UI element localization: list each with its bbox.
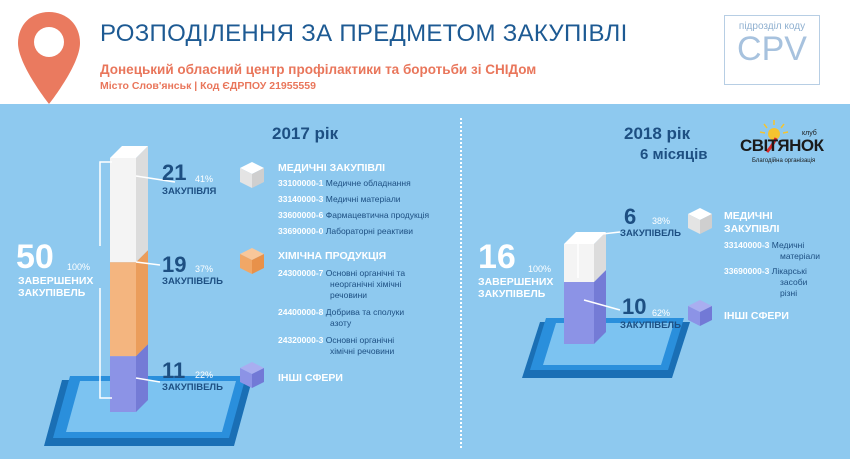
bracket-2017 xyxy=(99,161,112,399)
bar-2018-other-side xyxy=(594,270,606,344)
bar-2017-other-side xyxy=(136,344,148,412)
location-pin-icon xyxy=(18,12,80,104)
code-row: 33690000-0 Лабораторні реактиви xyxy=(278,226,414,236)
code-row-cont: різні xyxy=(780,288,798,298)
code-row-cont: речовини xyxy=(330,290,368,300)
page-title: РОЗПОДІЛЕННЯ ЗА ПРЕДМЕТОМ ЗАКУПІВЛІ xyxy=(100,20,628,47)
code-row-cont: хімічні речовини xyxy=(330,346,395,356)
segment-medical-value: 21 xyxy=(162,160,187,185)
total-2017-pct: 100% xyxy=(67,262,91,272)
total-2017-label-2: ЗАКУПІВЕЛЬ xyxy=(18,287,86,299)
total-2018-pct: 100% xyxy=(528,264,552,274)
segment-other-value: 11 xyxy=(162,358,186,383)
organization-name: Донецький обласний центр профілактики та… xyxy=(100,62,537,77)
svitanok-logo: СВІТЯНОК клуб Благодійна організація xyxy=(740,118,824,174)
code-row: 33140000-3 Медичні xyxy=(724,240,805,250)
code-row: 24400000-8 Добрива та сполуки xyxy=(278,307,405,317)
code-row-cont: азоту xyxy=(330,318,352,328)
total-2017-value: 50 xyxy=(16,238,54,276)
category-medical-title: МЕДИЧНІ ЗАКУПІВЛІ xyxy=(278,162,386,174)
total-2018-value: 16 xyxy=(478,238,516,276)
segment-medical-label: ЗАКУПІВЛЯ xyxy=(162,186,217,197)
logo-tagline: Благодійна організація xyxy=(752,158,816,164)
cpv-label: підрозділ коду xyxy=(738,21,806,32)
bar-2017-medical-side xyxy=(136,146,148,263)
orange-cube-icon xyxy=(240,248,264,274)
bar-2017-chemical-front xyxy=(110,262,136,357)
bar-2017-medical-front xyxy=(110,158,136,263)
bar-2017-chemical-side xyxy=(136,250,148,357)
segment-2018-other-value: 10 xyxy=(622,294,647,319)
segment-other-label: ЗАКУПІВЕЛЬ xyxy=(162,382,223,393)
category-2018-other-title: ІНШІ СФЕРИ xyxy=(724,310,789,322)
segment-chemical-label: ЗАКУПІВЕЛЬ xyxy=(162,276,223,287)
white-cube-icon xyxy=(240,162,264,188)
bar-2018-medical-side xyxy=(594,232,606,282)
segment-2018-medical-label: ЗАКУПІВЕЛЬ xyxy=(620,228,681,239)
code-row: 33690000-3 Лікарські xyxy=(724,266,807,276)
purple-cube-icon xyxy=(240,362,264,388)
code-row-cont: засоби xyxy=(780,277,808,287)
segment-chemical-pct: 37% xyxy=(195,264,214,274)
cpv-badge: підрозділ коду CPV xyxy=(724,15,820,85)
organization-details: Місто Слов'янськ | Код ЄДРПОУ 21955559 xyxy=(100,80,316,92)
code-row-cont: матеріали xyxy=(780,251,820,261)
purple-cube-icon xyxy=(688,300,712,326)
logo-club: клуб xyxy=(802,130,817,137)
code-row-cont: неорганічні хімічні xyxy=(330,279,402,289)
column-2018 xyxy=(564,232,606,344)
segment-2018-medical-value: 6 xyxy=(624,204,637,229)
code-row: 24300000-7 Основні органічні та xyxy=(278,268,406,278)
bar-2017-other-front xyxy=(110,356,136,412)
connectors xyxy=(135,175,621,383)
total-2017-label-1: ЗАВЕРШЕНИХ xyxy=(18,275,94,287)
segment-2018-other-label: ЗАКУПІВЕЛЬ xyxy=(620,320,681,331)
white-cube-icon xyxy=(688,208,712,234)
code-row: 33600000-6 Фармацевтична продукція xyxy=(278,210,430,220)
code-row: 33100000-1 Медичне обладнання xyxy=(278,178,411,188)
total-2018-label-2: ЗАКУПІВЕЛЬ xyxy=(478,288,546,300)
total-2018-label-1: ЗАВЕРШЕНИХ xyxy=(478,276,554,288)
bar-2018-other-front xyxy=(564,282,594,344)
period-2018: 6 місяців xyxy=(640,146,708,163)
bar-2017-medical-top xyxy=(110,146,148,158)
segment-other-pct: 22% xyxy=(195,370,214,380)
cpv-code: CPV xyxy=(737,30,807,68)
year-2018: 2018 рік xyxy=(624,124,691,143)
year-2017: 2017 рік xyxy=(272,124,339,143)
category-2018-medical-title-2: ЗАКУПІВЛІ xyxy=(724,223,780,235)
code-row: 24320000-3 Основні органічні xyxy=(278,335,395,345)
segment-2018-other-pct: 62% xyxy=(652,308,671,318)
logo-name: СВІТЯНОК xyxy=(740,136,824,155)
segment-medical-pct: 41% xyxy=(195,174,214,184)
phone-2017-icon xyxy=(44,376,252,446)
category-chemical-title: ХІМІЧНА ПРОДУКЦІЯ xyxy=(278,250,387,262)
section-divider xyxy=(460,118,462,448)
category-other-title: ІНШІ СФЕРИ xyxy=(278,372,343,384)
column-2017 xyxy=(110,146,148,412)
header: РОЗПОДІЛЕННЯ ЗА ПРЕДМЕТОМ ЗАКУПІВЛІ Доне… xyxy=(0,0,850,104)
code-row: 33140000-3 Медичні матеріали xyxy=(278,194,401,204)
category-2018-medical-title-1: МЕДИЧНІ xyxy=(724,210,773,222)
bar-2018-medical-front xyxy=(564,244,594,282)
segment-chemical-value: 19 xyxy=(162,252,187,277)
segment-2018-medical-pct: 38% xyxy=(652,216,671,226)
